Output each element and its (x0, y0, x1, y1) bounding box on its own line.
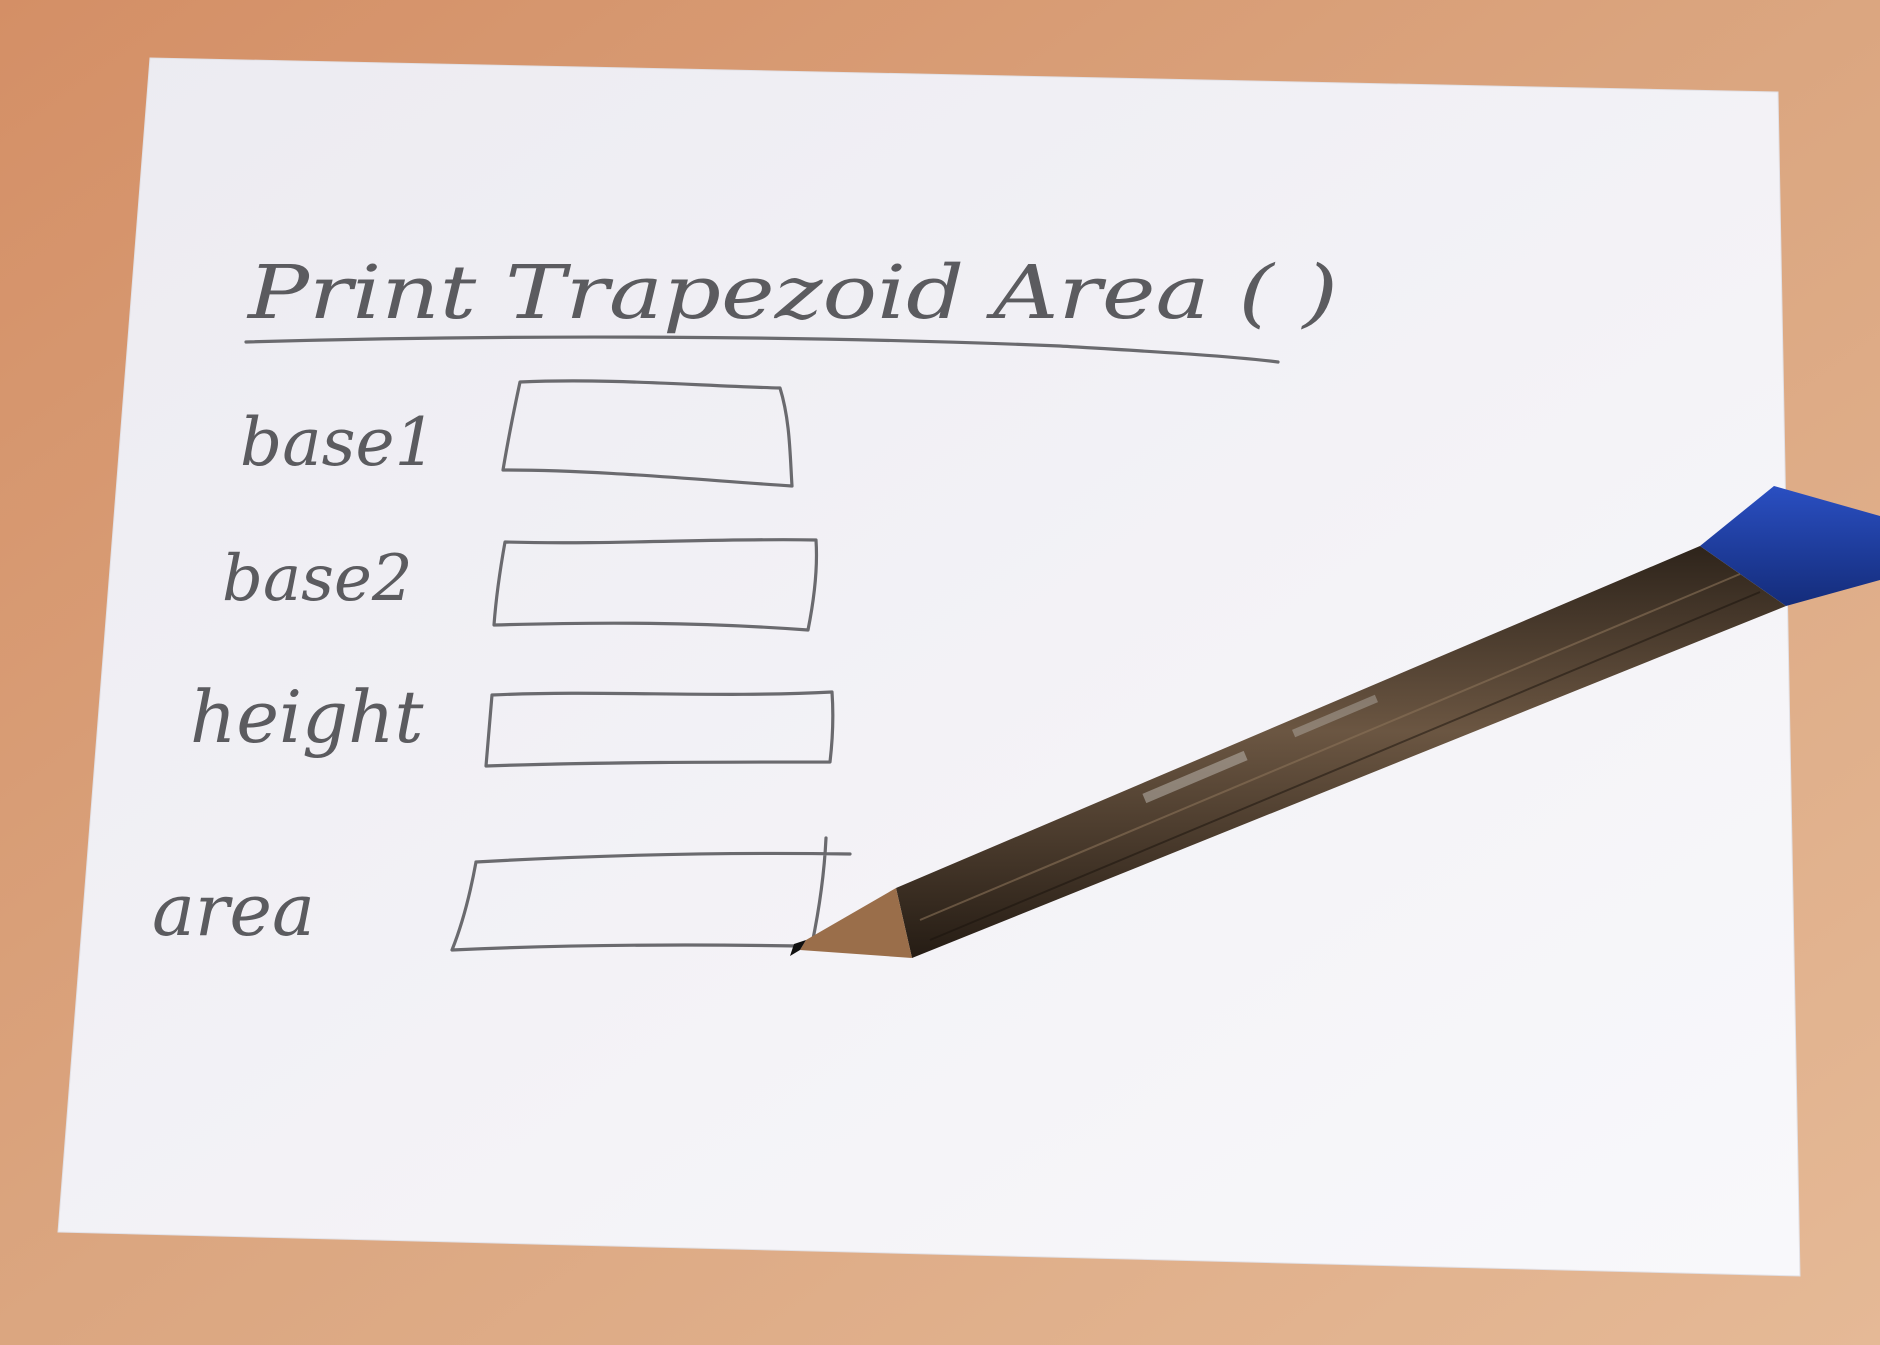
field-box-height (484, 690, 835, 768)
paper-sheet (57, 57, 1801, 1277)
title-underline (244, 335, 1280, 364)
field-box-area (450, 836, 852, 952)
field-label-base1: base1 (240, 404, 437, 481)
field-label-height: height (190, 675, 424, 759)
sketch-title: Print Trapezoid Area ( ) (246, 250, 1338, 336)
field-box-base2 (492, 538, 819, 632)
field-box-base1 (501, 379, 794, 488)
field-label-base2: base2 (222, 542, 413, 616)
pencil-icon (790, 486, 1880, 958)
field-label-area: area (152, 868, 315, 952)
